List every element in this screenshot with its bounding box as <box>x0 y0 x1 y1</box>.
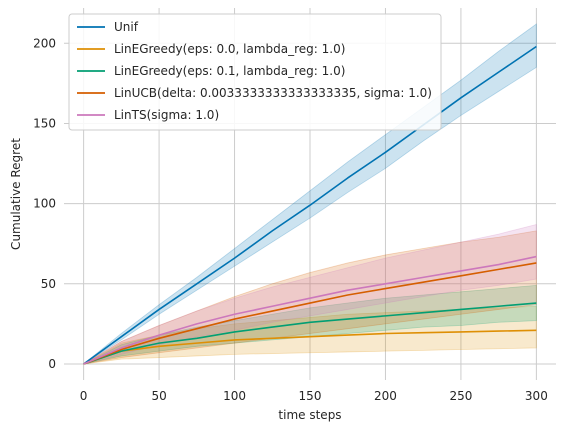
legend-label-3: LinUCB(delta: 0.0033333333333333335, sig… <box>114 86 432 100</box>
x-tick-label: 150 <box>299 389 322 403</box>
series-line-0 <box>83 45 537 365</box>
x-tick-label: 50 <box>151 389 166 403</box>
confidence-band-1 <box>83 305 537 365</box>
series-line-2 <box>83 302 537 365</box>
legend-label-1: LinEGreedy(eps: 0.0, lambda_reg: 1.0) <box>114 42 345 56</box>
series-line-3 <box>83 262 537 365</box>
legend: Unif LinEGreedy(eps: 0.0, lambda_reg: 1.0… <box>68 13 442 131</box>
x-tick-label: 300 <box>525 389 548 403</box>
y-tick-label: 200 <box>33 36 56 50</box>
legend-label-2: LinEGreedy(eps: 0.1, lambda_reg: 1.0) <box>114 64 345 78</box>
legend-label-4: LinTS(sigma: 1.0) <box>114 108 219 122</box>
series-lines <box>83 45 537 365</box>
y-tick-label: 150 <box>33 116 56 130</box>
x-axis-ticks: 0 50 100 150 200 250 300 <box>80 389 548 403</box>
series-line-1 <box>83 329 537 365</box>
y-tick-label: 0 <box>48 357 56 371</box>
legend-box <box>68 13 442 131</box>
y-tick-label: 50 <box>41 277 56 291</box>
y-tick-label: 100 <box>33 197 56 211</box>
legend-label-0: Unif <box>114 20 139 34</box>
x-tick-label: 100 <box>223 389 246 403</box>
x-tick-label: 250 <box>449 389 472 403</box>
x-axis-label: time steps <box>278 408 341 422</box>
y-axis-ticks: 0 50 100 150 200 <box>33 36 56 371</box>
x-tick-label: 0 <box>80 389 88 403</box>
y-axis-label: Cumulative Regret <box>9 138 23 250</box>
series-line-4 <box>83 255 537 365</box>
x-tick-label: 200 <box>374 389 397 403</box>
